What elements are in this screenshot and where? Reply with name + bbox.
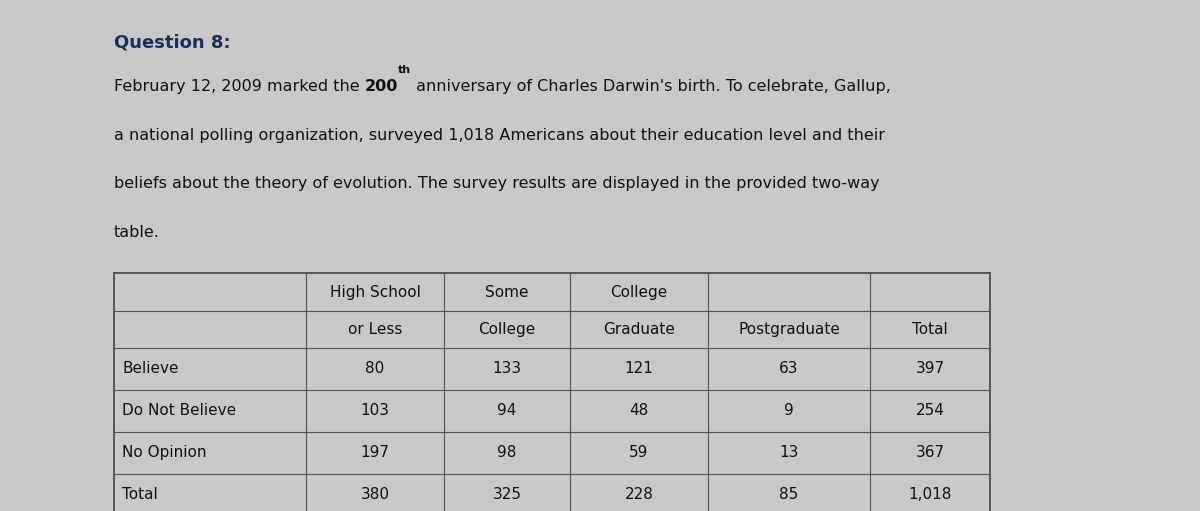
Text: beliefs about the theory of evolution. The survey results are displayed in the p: beliefs about the theory of evolution. T… (114, 176, 880, 191)
Text: 254: 254 (916, 403, 944, 419)
Text: 133: 133 (492, 361, 522, 377)
Text: 397: 397 (916, 361, 944, 377)
Text: 80: 80 (365, 361, 385, 377)
Text: 48: 48 (629, 403, 649, 419)
Text: 197: 197 (360, 445, 390, 460)
Text: 85: 85 (779, 487, 799, 502)
Text: High School: High School (330, 285, 420, 299)
Text: Graduate: Graduate (604, 322, 674, 337)
Text: 121: 121 (624, 361, 654, 377)
Text: a national polling organization, surveyed 1,018 Americans about their education : a national polling organization, surveye… (114, 128, 886, 143)
Text: or Less: or Less (348, 322, 402, 337)
Text: table.: table. (114, 225, 160, 240)
Text: Do Not Believe: Do Not Believe (122, 403, 236, 419)
Text: th: th (398, 65, 412, 75)
Text: 325: 325 (492, 487, 522, 502)
Text: Question 8:: Question 8: (114, 33, 230, 51)
Text: 103: 103 (360, 403, 390, 419)
Text: 59: 59 (629, 445, 649, 460)
Text: College: College (611, 285, 667, 299)
Text: Total: Total (122, 487, 158, 502)
Text: Some: Some (485, 285, 529, 299)
Text: 13: 13 (779, 445, 799, 460)
Text: 1,018: 1,018 (908, 487, 952, 502)
Text: 200: 200 (365, 79, 398, 94)
Text: 367: 367 (916, 445, 944, 460)
Text: February 12, 2009 marked the: February 12, 2009 marked the (114, 79, 365, 94)
Text: 63: 63 (779, 361, 799, 377)
Text: 380: 380 (360, 487, 390, 502)
Text: Total: Total (912, 322, 948, 337)
Text: 98: 98 (497, 445, 517, 460)
Text: Postgraduate: Postgraduate (738, 322, 840, 337)
Text: anniversary of Charles Darwin's birth. To celebrate, Gallup,: anniversary of Charles Darwin's birth. T… (412, 79, 892, 94)
Text: College: College (479, 322, 535, 337)
Text: 228: 228 (624, 487, 654, 502)
Text: 94: 94 (497, 403, 517, 419)
Text: 9: 9 (784, 403, 794, 419)
Text: No Opinion: No Opinion (122, 445, 206, 460)
Text: Believe: Believe (122, 361, 179, 377)
